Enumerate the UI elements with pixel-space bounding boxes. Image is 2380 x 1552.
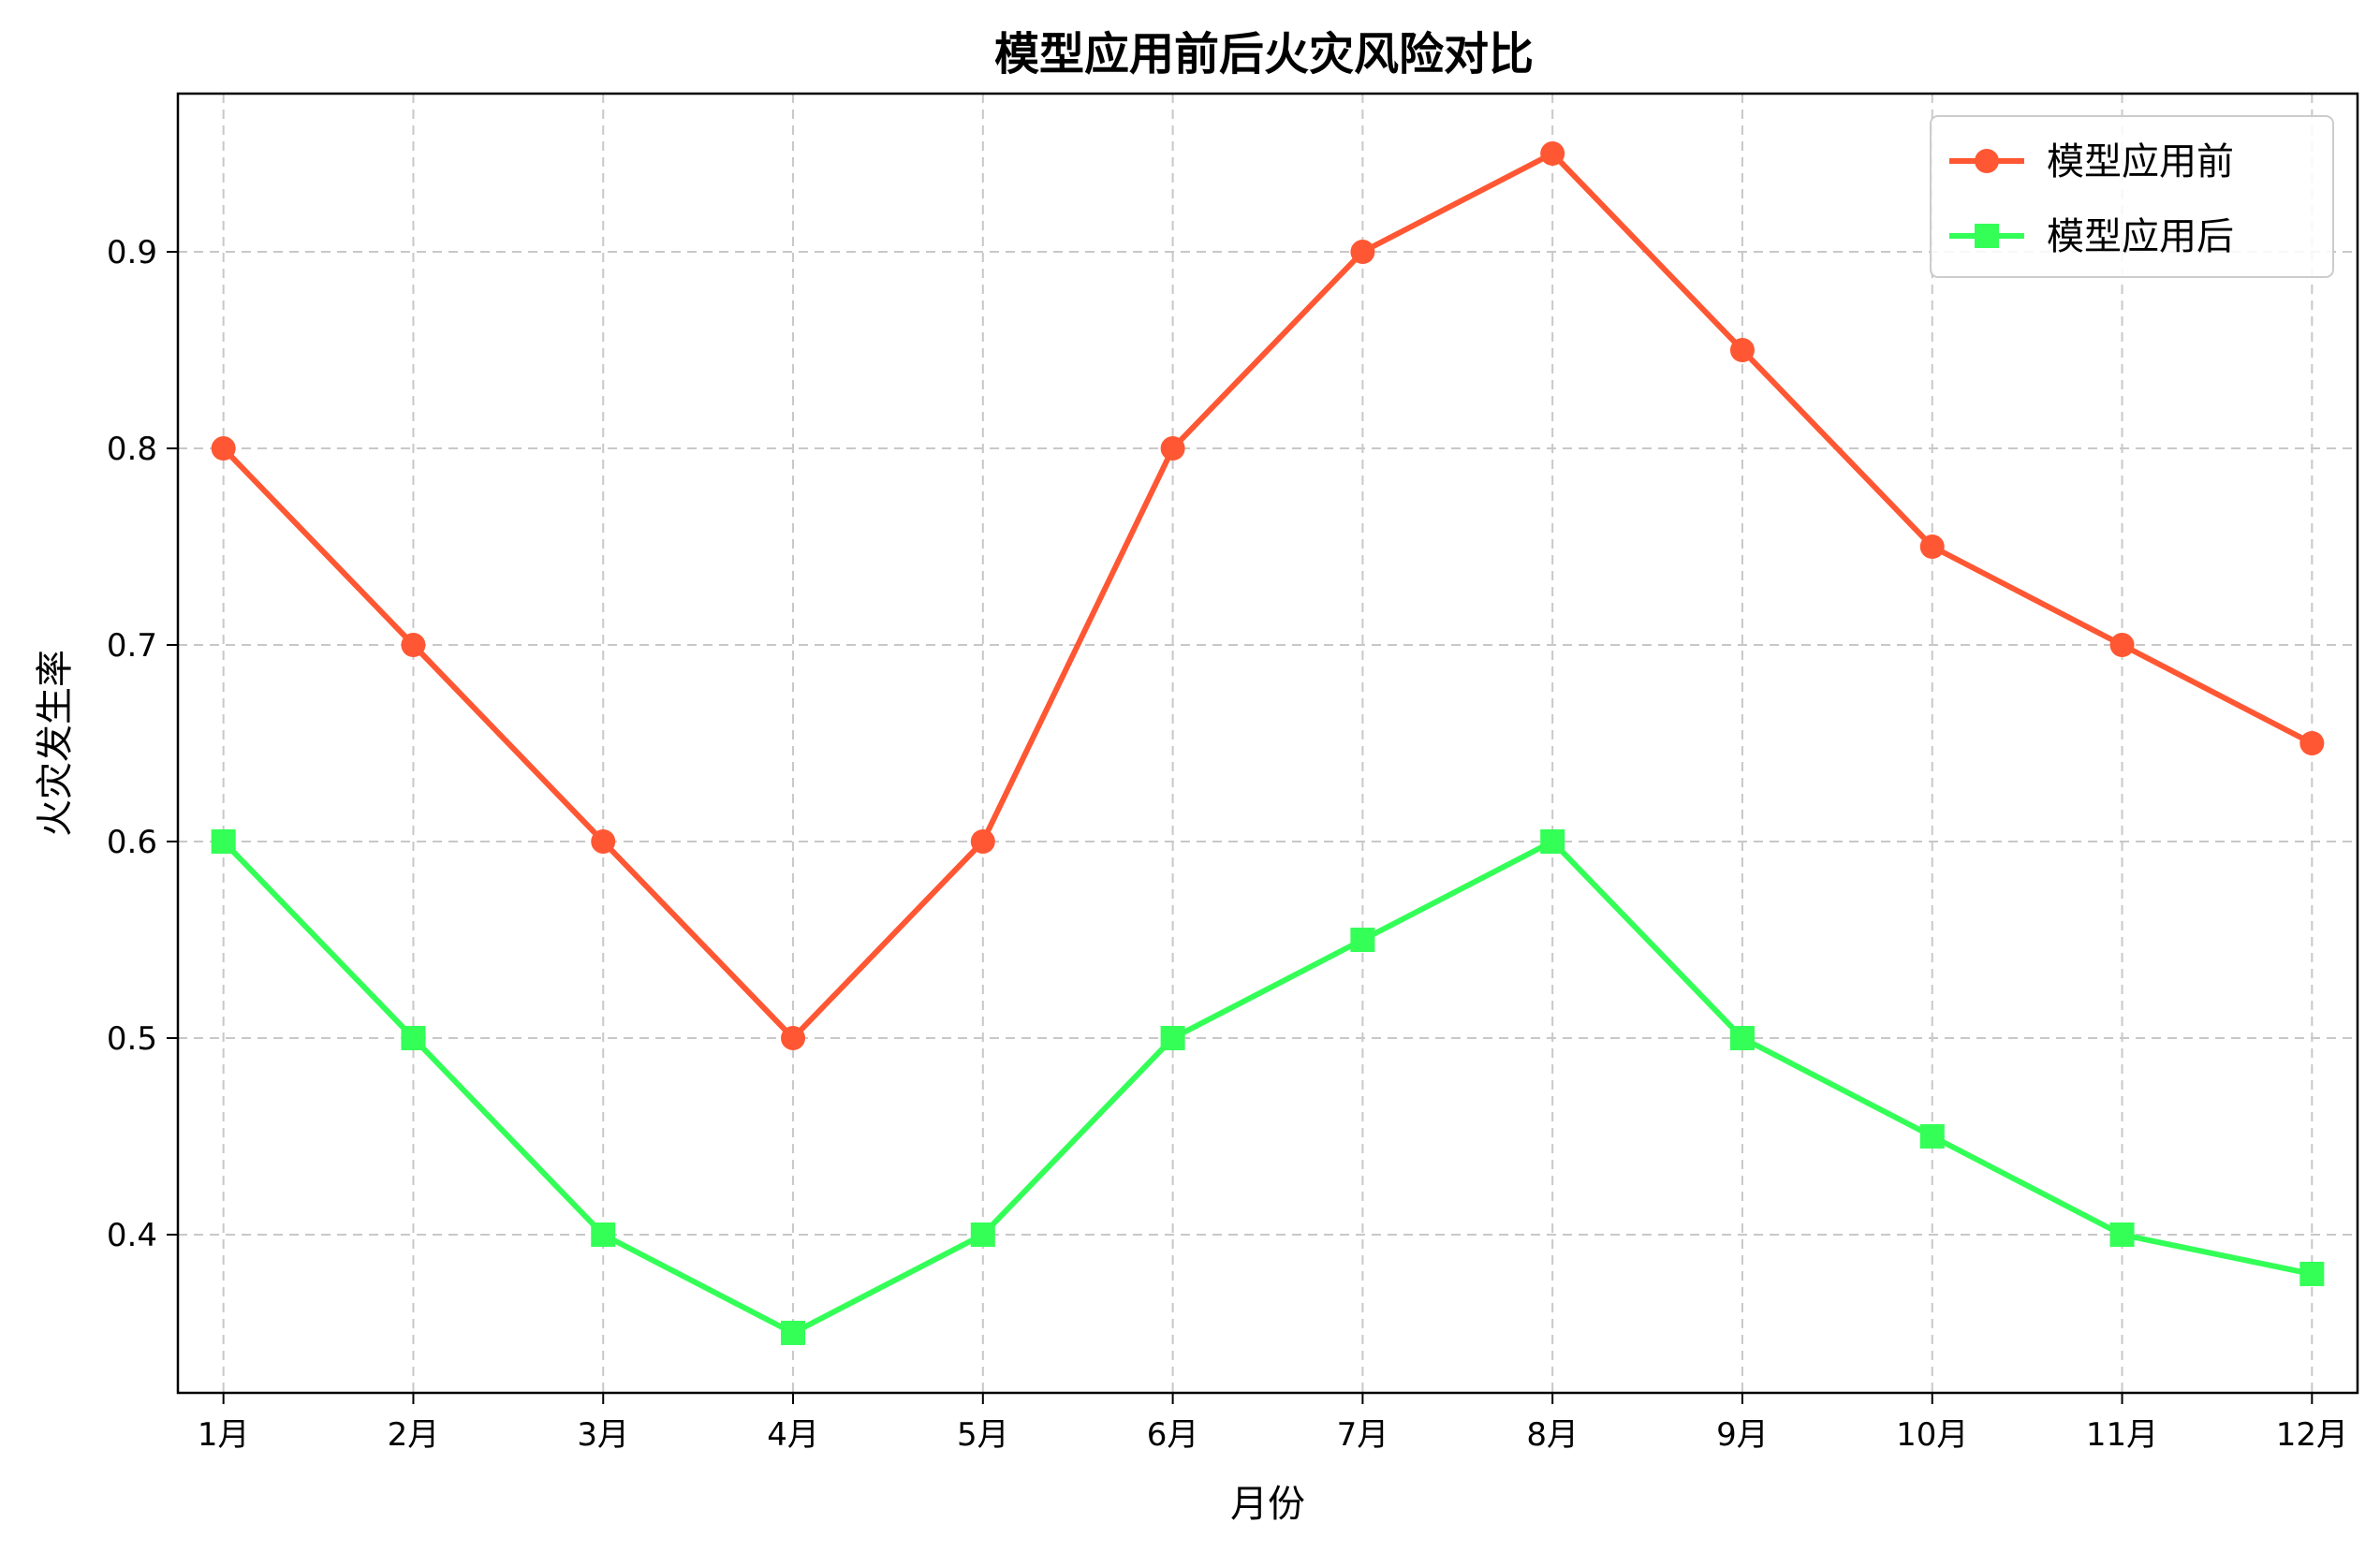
y-tick-label: 0.6 bbox=[107, 824, 157, 861]
data-point bbox=[401, 1025, 426, 1050]
data-point bbox=[1540, 828, 1565, 854]
data-point bbox=[2299, 731, 2325, 755]
legend-entry: 模型应用后 bbox=[1949, 215, 2234, 258]
series-layer bbox=[211, 141, 2325, 1345]
x-tick-label: 6月 bbox=[1147, 1416, 1199, 1454]
x-axis-label: 月份 bbox=[1230, 1483, 1305, 1526]
chart-title: 模型应用前后火灾风险对比 bbox=[994, 28, 1534, 81]
y-axis-label: 火灾发生率 bbox=[34, 650, 77, 837]
x-tick-label: 4月 bbox=[767, 1416, 819, 1454]
data-point bbox=[1919, 534, 1945, 560]
grid bbox=[178, 94, 2358, 1393]
x-tick-label: 10月 bbox=[1896, 1416, 1968, 1454]
x-tick-label: 11月 bbox=[2086, 1416, 2158, 1454]
data-point bbox=[1540, 141, 1565, 167]
series-2 bbox=[211, 828, 2325, 1345]
x-tick-label: 5月 bbox=[957, 1416, 1009, 1454]
data-point bbox=[2109, 1222, 2135, 1247]
legend-marker bbox=[1975, 149, 1999, 173]
plot-frame bbox=[176, 92, 2359, 1395]
data-point bbox=[1350, 240, 1375, 265]
data-point bbox=[211, 828, 236, 854]
x-tick-label: 2月 bbox=[388, 1416, 440, 1454]
x-tick-label: 12月 bbox=[2276, 1416, 2348, 1454]
legend-label: 模型应用前 bbox=[2047, 140, 2234, 183]
y-tick-label: 0.5 bbox=[107, 1020, 157, 1058]
data-point bbox=[1160, 436, 1185, 461]
series-line bbox=[221, 839, 2313, 1336]
data-point bbox=[211, 436, 236, 461]
x-axis-ticks: 1月 2月 3月 4月 5月 6月 7月 8月 9月 10月 11月 12月 bbox=[198, 1393, 2348, 1454]
data-point bbox=[781, 1025, 806, 1050]
data-point bbox=[970, 828, 995, 854]
series-1 bbox=[211, 141, 2325, 1050]
legend-marker bbox=[1975, 224, 1999, 248]
y-tick-label: 0.8 bbox=[107, 431, 157, 468]
y-tick-label: 0.7 bbox=[107, 627, 157, 665]
data-point bbox=[591, 1222, 616, 1247]
data-point bbox=[1919, 1123, 1945, 1149]
data-point bbox=[1729, 338, 1755, 363]
legend-entry: 模型应用前 bbox=[1949, 140, 2234, 183]
data-point bbox=[1729, 1025, 1755, 1050]
x-tick-label: 9月 bbox=[1716, 1416, 1769, 1454]
x-tick-label: 7月 bbox=[1337, 1416, 1389, 1454]
y-axis-ticks: 0.4 0.5 0.6 0.7 0.8 0.9 bbox=[107, 234, 178, 1254]
data-point bbox=[1160, 1025, 1185, 1050]
y-tick-label: 0.9 bbox=[107, 234, 157, 271]
data-point bbox=[2299, 1261, 2325, 1286]
data-point bbox=[2109, 633, 2135, 658]
data-point bbox=[401, 633, 426, 658]
y-tick-label: 0.4 bbox=[107, 1217, 157, 1254]
legend-box bbox=[1930, 115, 2334, 278]
data-point bbox=[1350, 927, 1375, 952]
data-point bbox=[970, 1222, 995, 1247]
x-tick-label: 1月 bbox=[198, 1416, 250, 1454]
legend-label: 模型应用后 bbox=[2047, 215, 2234, 258]
data-point bbox=[781, 1320, 806, 1345]
data-point bbox=[591, 828, 616, 854]
series-line bbox=[221, 151, 2314, 1041]
x-tick-label: 3月 bbox=[577, 1416, 629, 1454]
x-tick-label: 8月 bbox=[1526, 1416, 1579, 1454]
